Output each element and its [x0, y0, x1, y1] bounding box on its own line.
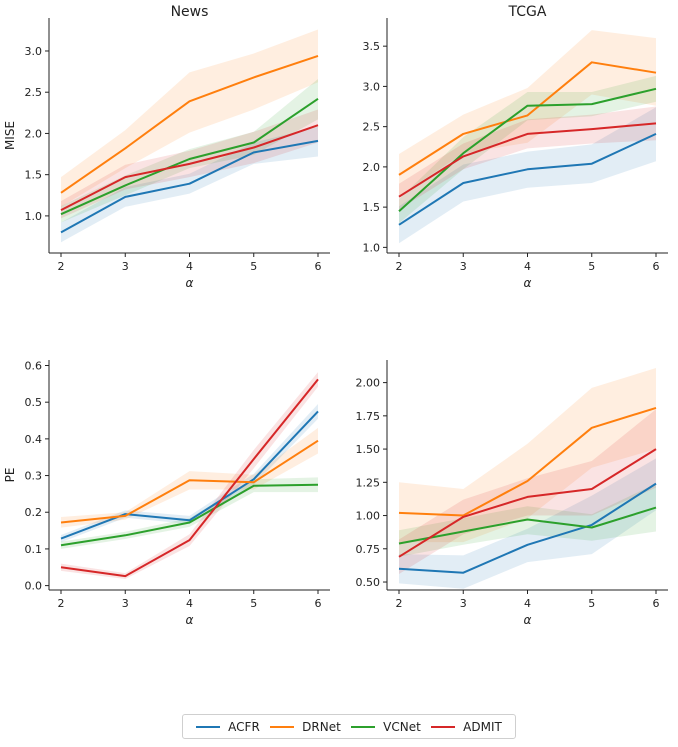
x-tick-label: 6 [315, 260, 322, 273]
x-tick-label: 5 [588, 260, 595, 273]
ci-band-acfr [399, 107, 656, 244]
x-tick-label: 5 [250, 597, 257, 610]
y-axis-label: PE [3, 468, 17, 483]
y-tick-label: 0.50 [356, 576, 381, 589]
ci-band-vcnet [61, 79, 318, 223]
x-tick-label: 3 [122, 260, 129, 273]
legend-swatch-acfr [196, 725, 221, 728]
ci-band-admit [399, 409, 656, 574]
y-tick-label: 1.50 [356, 443, 381, 456]
y-tick-label: 1.75 [356, 410, 381, 423]
x-tick-label: 2 [58, 260, 65, 273]
x-axis-label: α [524, 613, 532, 627]
legend-item-vcnet: VCNet [351, 720, 421, 734]
legend-item-admit: ADMIT [431, 720, 502, 734]
y-tick-label: 1.25 [356, 476, 381, 489]
panel-title: TCGA [508, 4, 547, 20]
legend: ACFR DRNet VCNet ADMIT [182, 714, 516, 739]
x-tick-label: 4 [186, 260, 193, 273]
y-tick-label: 1.5 [363, 201, 381, 214]
x-axis-label: α [524, 276, 532, 290]
panel-news-mise: 2 3 4 5 6 1.0 1.5 2.0 2.5 3.0 α MISE News [3, 4, 330, 290]
x-tick-label: 2 [58, 597, 65, 610]
y-tick-label: 3.0 [363, 80, 381, 93]
x-tick-label: 2 [396, 260, 403, 273]
ci-band-drnet [61, 29, 318, 207]
x-tick-label: 3 [122, 597, 129, 610]
y-tick-label: 3.5 [363, 40, 381, 53]
legend-label-admit: ADMIT [463, 719, 502, 734]
x-tick-label: 5 [250, 260, 257, 273]
x-tick-label: 3 [460, 260, 467, 273]
panel-title: News [171, 4, 209, 20]
legend-label-vcnet: VCNet [383, 719, 421, 734]
y-tick-label: 1.00 [356, 510, 381, 523]
x-tick-label: 6 [653, 597, 660, 610]
ci-band-drnet [399, 30, 656, 196]
y-axis-label: MISE [3, 121, 17, 150]
legend-item-acfr: ACFR [196, 720, 260, 734]
ci-band-vcnet [399, 75, 656, 224]
legend-swatch-drnet [270, 725, 295, 728]
x-tick-label: 2 [396, 597, 403, 610]
legend-item-drnet: DRNet [270, 720, 341, 734]
x-tick-label: 4 [524, 260, 531, 273]
y-tick-label: 0.6 [25, 360, 43, 373]
x-tick-label: 6 [315, 597, 322, 610]
y-tick-label: 2.00 [356, 377, 381, 390]
panel-tcga-pe: 2 3 4 5 6 0.50 0.75 1.00 1.25 1.50 1.75 2.00 α [356, 360, 668, 627]
ci-band-admit [399, 106, 656, 210]
legend-label-drnet: DRNet [302, 719, 341, 734]
panel-news-pe: 2 3 4 5 6 0.0 0.1 0.2 0.3 0.4 0.5 0.6 α PE [3, 360, 330, 627]
x-axis-label: α [186, 276, 194, 290]
x-tick-label: 5 [588, 597, 595, 610]
y-tick-label: 0.0 [25, 580, 43, 593]
y-tick-label: 0.4 [25, 433, 43, 446]
y-tick-label: 2.0 [363, 161, 381, 174]
y-tick-label: 2.5 [363, 121, 381, 134]
ci-band-acfr [399, 458, 656, 589]
x-tick-label: 4 [186, 597, 193, 610]
y-tick-label: 0.75 [356, 543, 381, 556]
ci-band-admit [61, 372, 318, 579]
y-tick-label: 3.0 [25, 45, 43, 58]
y-tick-label: 0.3 [25, 470, 43, 483]
legend-swatch-admit [431, 725, 456, 728]
ci-band-drnet [61, 427, 318, 528]
x-axis-label: α [186, 613, 194, 627]
y-tick-label: 2.5 [25, 86, 43, 99]
panel-tcga-mise: 2 3 4 5 6 1.0 1.5 2.0 2.5 3.0 3.5 α TCGA [363, 4, 668, 290]
y-tick-label: 1.0 [363, 241, 381, 254]
y-tick-label: 2.0 [25, 127, 43, 140]
y-tick-label: 0.2 [25, 506, 43, 519]
x-tick-label: 6 [653, 260, 660, 273]
y-tick-label: 1.0 [25, 210, 43, 223]
y-tick-label: 1.5 [25, 169, 43, 182]
x-tick-label: 3 [460, 597, 467, 610]
y-tick-label: 0.5 [25, 396, 43, 409]
legend-label-acfr: ACFR [228, 719, 260, 734]
y-tick-label: 0.1 [25, 543, 43, 556]
legend-swatch-vcnet [351, 725, 376, 728]
x-tick-label: 4 [524, 597, 531, 610]
ci-band-drnet [399, 368, 656, 543]
